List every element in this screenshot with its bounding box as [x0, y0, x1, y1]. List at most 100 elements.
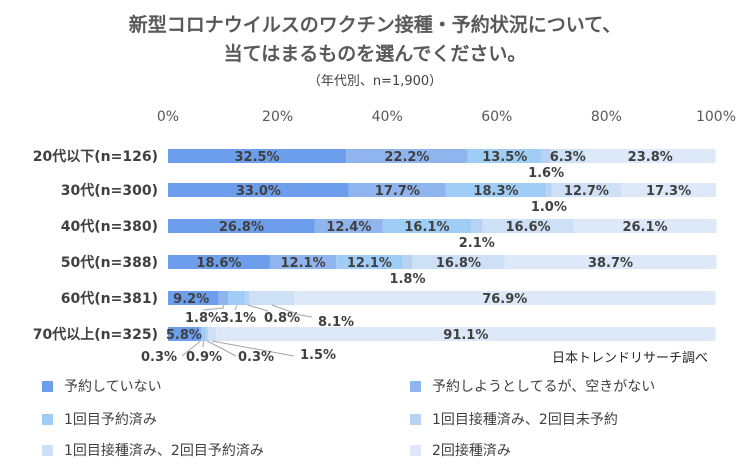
leader-line	[212, 340, 295, 357]
bar-segment	[208, 327, 217, 341]
bar-segment	[445, 183, 547, 197]
x-tick-label: 60%	[481, 109, 512, 125]
legend-swatch	[410, 414, 421, 425]
bar-segment	[168, 219, 315, 233]
bar-segment	[168, 327, 200, 341]
bar-segment	[168, 149, 347, 163]
leader-line	[271, 304, 313, 318]
data-label: 1.5%	[300, 348, 336, 363]
data-label: 13.5%	[482, 150, 527, 165]
bar-segment	[482, 219, 574, 233]
chart-title-line2: 当てはまるものを選んでください。	[224, 42, 527, 65]
data-label: 1.8%	[185, 311, 221, 326]
bar-segment	[541, 149, 551, 163]
data-label: 32.5%	[234, 150, 279, 165]
data-label: 0.3%	[141, 350, 177, 365]
leader-line	[202, 340, 205, 348]
bar-segment	[504, 255, 717, 269]
bar-segment	[249, 291, 295, 305]
leader-line	[181, 340, 201, 357]
leader-line	[202, 305, 224, 311]
legend-swatch	[410, 445, 421, 456]
bar-segment	[546, 183, 552, 197]
data-label: 2.1%	[459, 236, 495, 251]
bar-segment	[550, 149, 586, 163]
chart-subtitle: （年代別、n=1,900）	[308, 74, 442, 89]
bar-segment	[585, 149, 716, 163]
data-label: 76.9%	[482, 292, 527, 307]
bar-segment	[228, 291, 246, 305]
data-label: 16.1%	[404, 220, 449, 235]
bar-segment	[168, 291, 219, 305]
bar-segment	[346, 149, 468, 163]
data-label: 22.2%	[384, 150, 429, 165]
x-tick-label: 40%	[372, 109, 403, 125]
bar-segment	[201, 327, 207, 341]
legend-swatch	[410, 381, 421, 392]
bar-segment	[412, 255, 505, 269]
legend-label: 1回目接種済み、2回目予約済み	[64, 442, 264, 459]
data-label: 12.7%	[564, 184, 609, 199]
category-label: 70代以上(n=325)	[33, 326, 158, 343]
bar-segment	[467, 149, 542, 163]
data-label: 0.3%	[238, 350, 274, 365]
bar-segment	[294, 291, 716, 305]
data-label: 0.8%	[264, 311, 300, 326]
legend-swatch	[42, 414, 53, 425]
leader-line	[206, 340, 237, 357]
bar-segment	[348, 183, 446, 197]
data-label: 26.8%	[219, 220, 264, 235]
bar-segment	[402, 255, 413, 269]
bar-segment	[621, 183, 716, 197]
data-label: 3.1%	[220, 311, 256, 326]
data-label: 16.6%	[505, 220, 550, 235]
category-label: 50代(n=388)	[61, 254, 158, 271]
x-tick-label: 80%	[591, 109, 622, 125]
bar-segment	[551, 183, 622, 197]
data-label: 12.1%	[281, 256, 326, 271]
bar-segment	[168, 183, 349, 197]
legend-label: 予約しようとしてるが、空きがない	[432, 379, 655, 395]
data-label: 0.9%	[186, 350, 222, 365]
legend-label: 1回目予約済み	[64, 412, 157, 428]
bar-segment	[573, 219, 717, 233]
x-tick-label: 0%	[157, 109, 179, 125]
bar-segment	[336, 255, 403, 269]
bar-segment	[218, 291, 229, 305]
category-label: 40代(n=380)	[61, 218, 158, 235]
bar-segment	[471, 219, 483, 233]
leader-line	[234, 304, 238, 311]
bar-segment	[206, 327, 209, 341]
data-label: 16.8%	[436, 256, 481, 271]
category-label: 20代以下(n=126)	[33, 148, 158, 165]
bar-segment	[269, 255, 337, 269]
legend-label: 2回接種済み	[432, 442, 511, 459]
legend-label: 予約していない	[64, 379, 162, 395]
data-label: 12.4%	[326, 220, 371, 235]
data-label: 17.7%	[375, 184, 420, 199]
source-note: 日本トレンドリサーチ調べ	[552, 351, 708, 366]
bar-segment	[168, 255, 270, 269]
data-label: 26.1%	[622, 220, 667, 235]
legend-label: 1回目接種済み、2回目未予約	[432, 411, 618, 428]
bar-segment	[245, 291, 250, 305]
bar-segment	[199, 327, 202, 341]
data-label: 1.0%	[531, 200, 567, 215]
data-label: 38.7%	[588, 256, 633, 271]
x-tick-label: 100%	[696, 109, 736, 125]
data-label: 6.3%	[550, 150, 586, 165]
data-label: 17.3%	[646, 184, 691, 199]
legend-swatch	[42, 381, 53, 392]
legend-swatch	[42, 445, 53, 456]
data-label: 91.1%	[443, 328, 488, 343]
category-label: 30代(n=300)	[61, 182, 158, 199]
leader-line	[247, 304, 269, 312]
data-label: 8.1%	[318, 315, 354, 330]
data-label: 1.8%	[389, 272, 425, 287]
bar-segment	[216, 327, 716, 341]
data-label: 1.6%	[528, 166, 564, 181]
bar-segment	[382, 219, 472, 233]
x-tick-label: 20%	[262, 109, 293, 125]
chart-title-line1: 新型コロナウイルスのワクチン接種・予約状況について、	[129, 13, 621, 36]
